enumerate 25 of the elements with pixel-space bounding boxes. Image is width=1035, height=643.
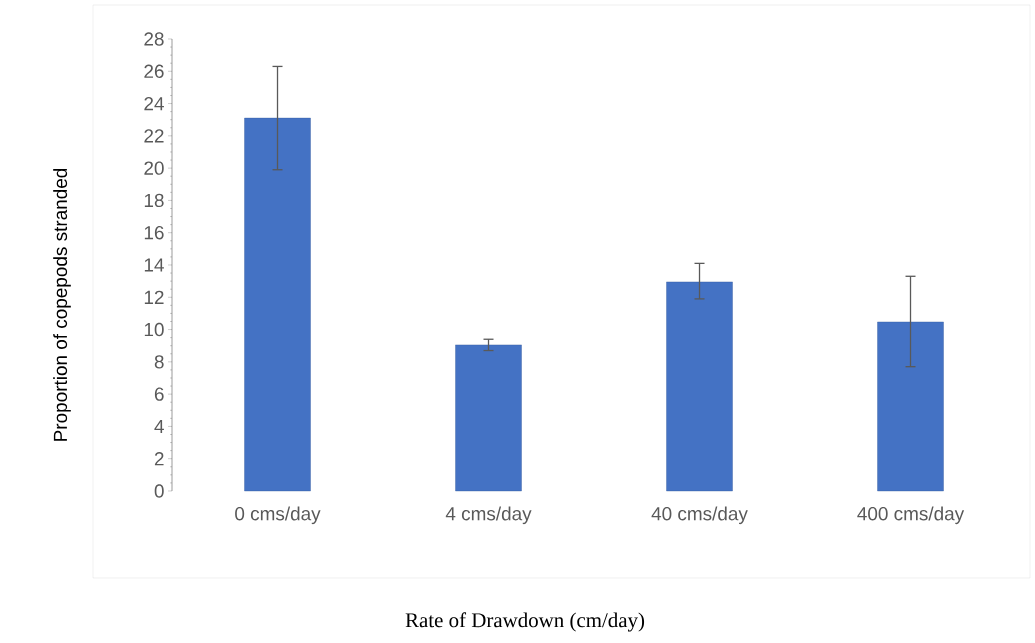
bar bbox=[877, 321, 944, 492]
y-tick-label: 28 bbox=[144, 32, 164, 46]
bar bbox=[455, 344, 522, 492]
y-tick-label: 12 bbox=[144, 290, 164, 304]
y-tick-label: 24 bbox=[144, 96, 164, 111]
y-tick-label: 18 bbox=[144, 193, 164, 208]
y-tick-label: 14 bbox=[144, 258, 164, 272]
y-tick-label: 10 bbox=[144, 322, 164, 337]
y-tick-label: 0 bbox=[154, 484, 164, 498]
bar bbox=[666, 281, 733, 492]
y-tick-label: 22 bbox=[144, 129, 164, 143]
y-tick-label: 8 bbox=[154, 355, 164, 369]
y-tick-label: 26 bbox=[144, 64, 164, 78]
x-tick-label: 4 cms/day bbox=[445, 506, 532, 525]
y-tick-label: 20 bbox=[144, 161, 164, 175]
x-axis-title: Rate of Drawdown (cm/day) bbox=[405, 612, 645, 632]
y-axis-title: Proportion of copepods stranded bbox=[53, 168, 71, 441]
x-tick-label: 400 cms/day bbox=[857, 506, 965, 525]
y-tick-label: 4 bbox=[154, 419, 164, 433]
y-tick-label: 2 bbox=[154, 452, 164, 466]
y-tick-label: 6 bbox=[154, 387, 164, 401]
y-tick-label: 16 bbox=[144, 226, 164, 240]
x-tick-label: 0 cms/day bbox=[235, 506, 321, 525]
bar bbox=[244, 117, 311, 492]
x-tick-label: 40 cms/day bbox=[651, 506, 748, 525]
